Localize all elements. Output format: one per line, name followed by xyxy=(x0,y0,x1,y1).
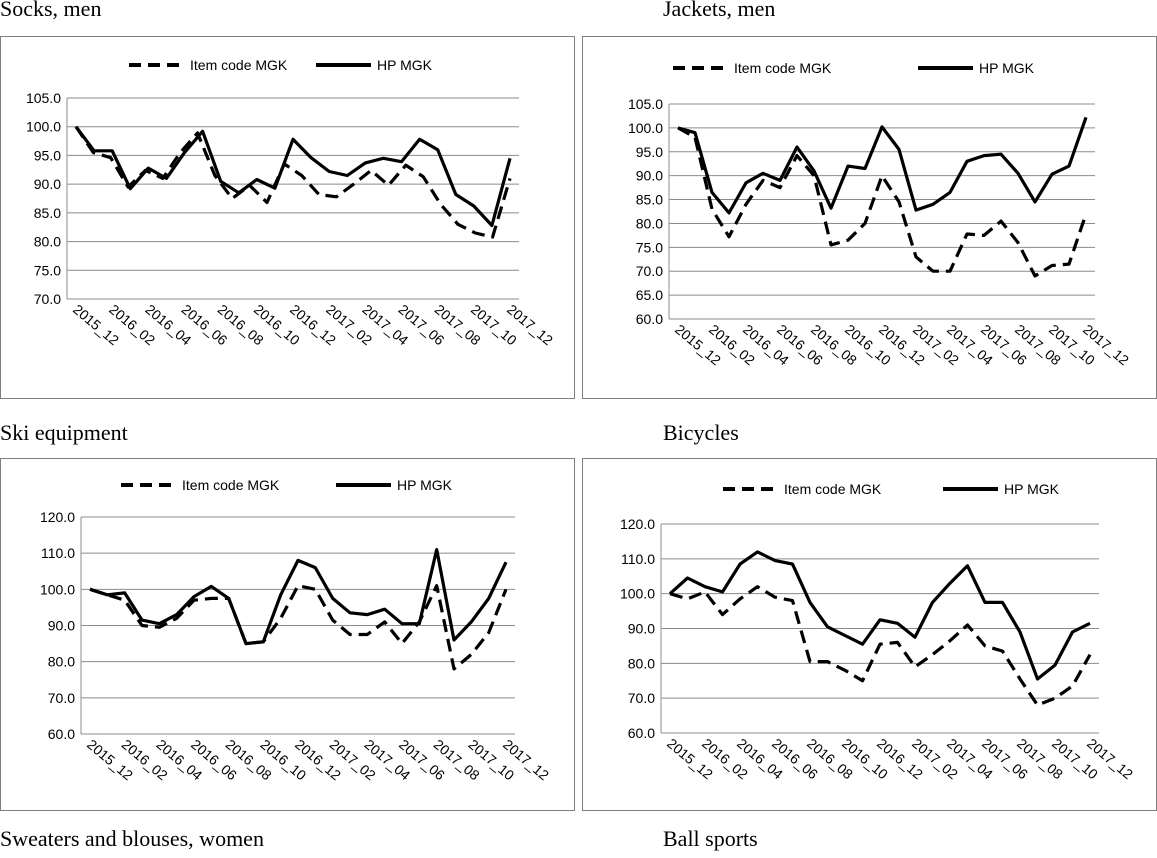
chart-ski-equipment: 60.070.080.090.0100.0110.0120.02015_1220… xyxy=(40,477,552,783)
series-line-hp-mgk xyxy=(668,550,1091,681)
y-tick-label: 95.0 xyxy=(34,147,61,163)
series-line-item-code-mgk xyxy=(677,126,1088,278)
legend-label: Item code MGK xyxy=(190,57,288,73)
series-line-hp-mgk xyxy=(677,116,1088,215)
y-tick-label: 70.0 xyxy=(628,690,655,706)
series-line-hp-mgk xyxy=(89,547,508,646)
y-tick-label: 100.0 xyxy=(620,586,655,602)
legend-label: Item code MGK xyxy=(734,60,832,76)
y-tick-label: 80.0 xyxy=(34,234,61,250)
y-tick-label: 80.0 xyxy=(48,654,75,670)
y-tick-label: 110.0 xyxy=(621,551,655,567)
caption-ball-sports: Ball sports xyxy=(663,826,758,851)
legend-label: HP MGK xyxy=(979,60,1035,76)
chart-panel-bicycles: 60.0 70.0 80.0 90.0 100.0 110.0 120.0 2015_12 20… xyxy=(582,458,1157,811)
legend-label: HP MGK xyxy=(377,57,433,73)
chart-socks-men: 70.075.080.085.090.095.0100.0105.02015_1… xyxy=(26,57,556,348)
y-tick-label: 100.0 xyxy=(628,120,663,136)
legend-label: Item code MGK xyxy=(784,481,882,497)
chart-jackets-men: 60.0 65.0 70.0 75.0 80.0 85.0 90.0 95.0 100.0 105… xyxy=(628,60,1132,368)
caption-sweaters-blouses-women: Sweaters and blouses, women xyxy=(0,826,264,851)
y-tick-label: 90.0 xyxy=(636,168,663,184)
y-tick-label: 60.0 xyxy=(636,311,663,327)
legend-label: HP MGK xyxy=(1004,481,1060,497)
series-line-hp-mgk xyxy=(74,125,512,228)
y-tick-label: 70.0 xyxy=(48,690,75,706)
y-tick-label: 100.0 xyxy=(26,119,61,135)
chart-bicycles: 60.070.080.090.0100.0110.0120.02015_1220… xyxy=(620,481,1136,782)
legend-label: Item code MGK xyxy=(182,477,280,493)
y-tick-label: 65.0 xyxy=(636,287,663,303)
chart-panel-jackets-men: 60.0 65.0 70.0 75.0 80.0 85.0 90.0 95.0 100.0 105… xyxy=(582,36,1157,399)
chart-panel-ski-equipment: 60.0 70.0 80.0 90.0 100.0 110.0 120.0 2015_12 20… xyxy=(0,458,575,811)
y-tick-label: 85.0 xyxy=(636,192,663,208)
caption-ski-equipment: Ski equipment xyxy=(0,420,128,445)
y-tick-label: 120.0 xyxy=(40,509,75,525)
y-tick-label: 95.0 xyxy=(636,144,663,160)
y-tick-label: 90.0 xyxy=(48,618,75,634)
y-tick-label: 120.0 xyxy=(620,516,655,532)
series-line-item-code-mgk xyxy=(89,584,508,671)
legend-label: HP MGK xyxy=(397,477,453,493)
series-line-item-code-mgk xyxy=(74,125,512,239)
y-tick-label: 100.0 xyxy=(40,581,75,597)
caption-jackets-men: Jackets, men xyxy=(663,0,776,21)
y-tick-label: 90.0 xyxy=(34,176,61,192)
y-tick-label: 85.0 xyxy=(34,205,61,221)
series-line-item-code-mgk xyxy=(669,585,1092,707)
y-tick-label: 75.0 xyxy=(636,239,663,255)
y-tick-label: 80.0 xyxy=(636,215,663,231)
y-tick-label: 80.0 xyxy=(628,655,655,671)
y-tick-label: 105.0 xyxy=(26,90,61,106)
caption-socks-men: Socks, men xyxy=(0,0,102,21)
y-tick-label: 90.0 xyxy=(628,621,655,637)
y-tick-label: 70.0 xyxy=(636,263,663,279)
y-tick-label: 70.0 xyxy=(34,291,61,307)
y-tick-label: 60.0 xyxy=(48,726,75,742)
y-tick-label: 105.0 xyxy=(628,96,663,112)
y-tick-label: 60.0 xyxy=(628,725,655,741)
y-tick-label: 110.0 xyxy=(41,545,75,561)
y-tick-label: 75.0 xyxy=(34,262,61,278)
caption-bicycles: Bicycles xyxy=(663,420,739,445)
chart-panel-socks-men: 70.0 75.0 80.0 85.0 90.0 95.0 100.0 105.0 2015_1… xyxy=(0,36,575,399)
